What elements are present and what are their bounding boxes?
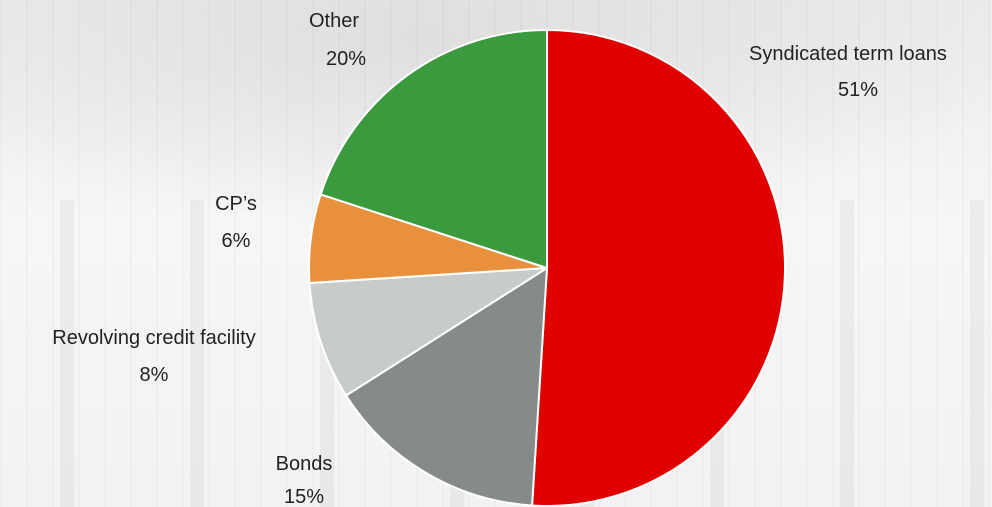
- slice-label-other-value: 20%: [326, 48, 366, 70]
- pie-slice-other: [319, 29, 548, 269]
- slice-label-cps-value: 6%: [222, 230, 251, 252]
- pie-labels: Syndicated term loans 51% Bonds 15% Revo…: [52, 10, 947, 507]
- pie-slice-revolving-credit-facility: [308, 267, 548, 397]
- slice-label-other-name: Other: [309, 10, 359, 32]
- pie-slice-syndicated-term-loans: [531, 29, 786, 507]
- pie-slices: [308, 29, 786, 507]
- slice-label-cps-name: CP’s: [215, 193, 257, 215]
- slice-label-revolving-credit-facility-value: 8%: [140, 364, 169, 386]
- slice-label-syndicated-term-loans-value: 51%: [838, 79, 878, 101]
- slice-label-bonds-value: 15%: [284, 486, 324, 507]
- slice-label-syndicated-term-loans-name: Syndicated term loans: [749, 43, 947, 65]
- slice-label-revolving-credit-facility-name: Revolving credit facility: [52, 327, 255, 349]
- pie-slice-bonds: [345, 267, 548, 507]
- slice-label-bonds-name: Bonds: [276, 453, 333, 475]
